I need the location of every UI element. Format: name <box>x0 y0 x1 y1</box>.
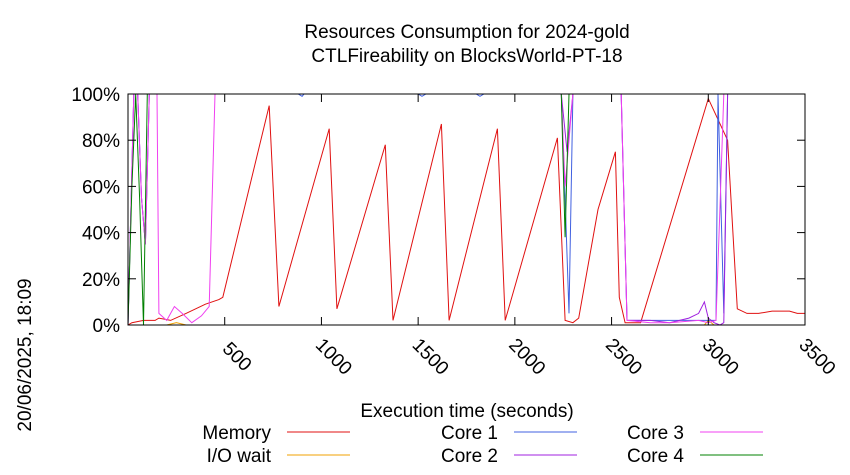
y-tick-label: 0% <box>93 316 121 337</box>
legend-label-core-2: Core 2 <box>441 446 498 467</box>
legend-label-core-1: Core 1 <box>441 423 498 444</box>
x-tick-label: 1000 <box>311 335 356 380</box>
x-tick-label: 2000 <box>504 335 549 380</box>
chart-title-line-1: Resources Consumption for 2024-gold <box>304 22 629 43</box>
x-axis-label: Execution time (seconds) <box>360 401 573 422</box>
chart-title-line-2: CTLFireability on BlocksWorld-PT-18 <box>311 46 622 67</box>
x-tick-label: 3500 <box>795 335 840 380</box>
series-line-core-2 <box>127 93 805 326</box>
plot-area: 0% 20% 40% 60% 80% 100% 500 1000 1500 2000 2500 300… <box>71 85 839 379</box>
side-timestamp-label: 20/06/2025, 18:09 <box>15 278 36 431</box>
x-tick-label: 1500 <box>408 335 453 380</box>
legend-label-core-4: Core 4 <box>627 446 684 467</box>
x-tick-label: 2500 <box>601 335 646 380</box>
y-tick-label: 20% <box>82 270 120 291</box>
plot-frame <box>127 93 806 326</box>
legend-label-core-3: Core 3 <box>627 423 684 444</box>
y-tick-label: 60% <box>82 177 120 198</box>
legend-label-i-o-wait: I/O wait <box>207 446 272 467</box>
y-tick-label: 40% <box>82 224 120 245</box>
y-tick-label: 80% <box>82 131 120 152</box>
series-line-core-3 <box>127 93 805 326</box>
series-line-memory <box>127 97 805 326</box>
x-tick-label: 3000 <box>698 335 743 380</box>
series-line-core-1 <box>127 93 805 326</box>
series-line-core-4 <box>127 93 805 326</box>
y-tick-label: 100% <box>71 85 120 106</box>
x-tick-label: 500 <box>218 338 255 375</box>
legend-label-memory: Memory <box>202 423 271 444</box>
